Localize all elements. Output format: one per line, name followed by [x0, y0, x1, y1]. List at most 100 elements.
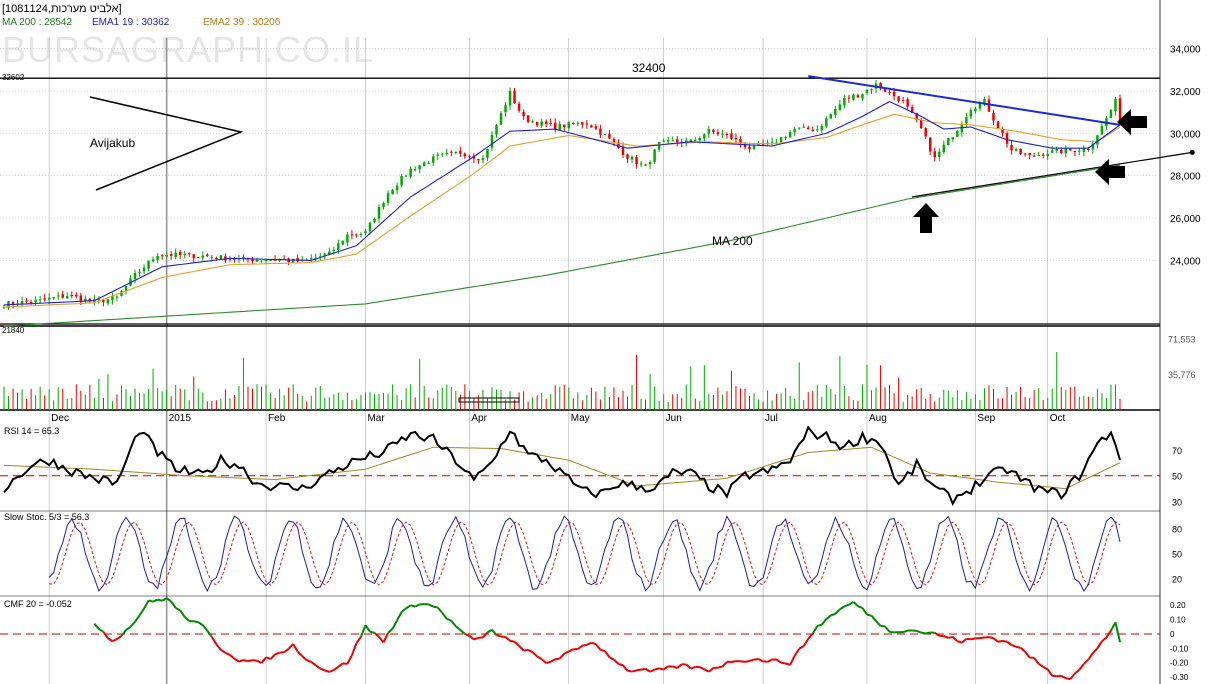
cmf-segment [690, 665, 696, 670]
cmf-segment [957, 640, 963, 644]
month-label: Sep [977, 413, 995, 424]
candle-body [332, 249, 336, 251]
candle-body [951, 137, 955, 140]
candle-body [947, 138, 950, 146]
cmf-segment [410, 604, 416, 608]
candle-body [395, 185, 399, 191]
ma200-label: MA 200 [712, 234, 753, 248]
candle-body [47, 297, 51, 300]
candle-body [965, 117, 968, 124]
level-high-label: 32602 [2, 73, 25, 82]
candle-body [757, 143, 760, 145]
candle-body [716, 132, 720, 135]
candle-body [544, 121, 548, 125]
candle-body [856, 95, 860, 98]
cmf-segment [563, 650, 570, 655]
cmf-segment [215, 643, 222, 651]
candle-body [1037, 154, 1040, 156]
cmf-segment [143, 599, 150, 610]
candle-body [838, 104, 842, 111]
cmf-segment [1002, 639, 1008, 643]
candle-body [242, 257, 245, 259]
candle-body [1010, 144, 1013, 151]
cmf-segment [138, 608, 145, 616]
cmf-segment [834, 608, 841, 615]
cmf-segment [233, 657, 240, 663]
cmf-segment [979, 636, 985, 640]
cmf-segment [337, 662, 344, 668]
candle-body [1019, 148, 1022, 154]
stochastic-panel [48, 515, 1121, 593]
cmf-segment [870, 615, 877, 622]
cmf-segment [229, 654, 236, 660]
ema1-legend: EMA1 19 : 30362 [92, 17, 170, 28]
cmf-segment [839, 605, 845, 611]
cmf-segment [699, 666, 705, 671]
candle-body [897, 96, 900, 102]
cmf-segment [333, 666, 339, 671]
cmf-segment [296, 650, 303, 657]
candle-body [567, 122, 571, 129]
candle-body [310, 258, 313, 260]
cmf-segment [1114, 622, 1121, 643]
price-panel [2, 75, 1195, 327]
candle-body [784, 137, 787, 139]
cmf-segment [586, 641, 592, 646]
candle-body [188, 253, 191, 255]
cmf-segment [120, 629, 127, 637]
candle-body [915, 112, 918, 120]
candle-body [328, 251, 331, 255]
candle-body [657, 141, 661, 150]
cmf-segment [193, 620, 199, 624]
cmf-segment [148, 599, 154, 603]
cmf-segment [274, 651, 280, 656]
candle-body [382, 203, 385, 207]
cmf-segment [708, 667, 715, 673]
candle-body [210, 257, 214, 259]
candle-body [359, 234, 363, 236]
candle-body [477, 159, 480, 161]
cmf-tick-label: 0 [1170, 630, 1175, 639]
cmf-segment [319, 667, 326, 672]
cmf-segment [414, 603, 421, 608]
cmf-segment [523, 648, 529, 652]
cmf-segment [436, 606, 444, 614]
cmf-segment [491, 629, 498, 636]
rsi-panel [0, 425, 1160, 507]
candle-body [969, 110, 973, 117]
cmf-segment [848, 601, 854, 606]
cmf-segment [672, 665, 678, 670]
candle-body [413, 169, 417, 171]
candle-body [269, 260, 272, 262]
candle-body [590, 125, 593, 128]
candle-body [721, 133, 724, 135]
cmf-segment [654, 667, 660, 671]
cmf-segment [531, 651, 538, 658]
candle-body [106, 299, 110, 304]
cmf-segment [952, 636, 959, 642]
candle-body [1078, 150, 1081, 152]
cmf-segment [378, 636, 385, 644]
cmf-segment [446, 617, 452, 622]
candle-body [1096, 135, 1099, 145]
candle-body [350, 234, 354, 236]
candle-body [960, 124, 964, 133]
candle-body [983, 99, 986, 103]
candle-body [901, 99, 905, 101]
cmf-segment [129, 621, 136, 628]
ma200-line [3, 164, 1121, 327]
ema2-legend: EMA2 39 : 30206 [203, 17, 281, 28]
cmf-segment [536, 655, 543, 660]
cmf-segment [802, 638, 810, 647]
cmf-tick-label: -0.30 [1170, 673, 1189, 682]
candle-body [675, 139, 679, 143]
candle-body [1073, 150, 1077, 152]
candle-body [38, 299, 42, 301]
candle-body [558, 124, 561, 130]
cmf-segment [1096, 640, 1103, 649]
candle-body [712, 129, 715, 132]
ema1-line [3, 100, 1121, 306]
candle-body [441, 153, 444, 155]
candle-body [888, 91, 891, 93]
cmf-segment [509, 639, 515, 643]
